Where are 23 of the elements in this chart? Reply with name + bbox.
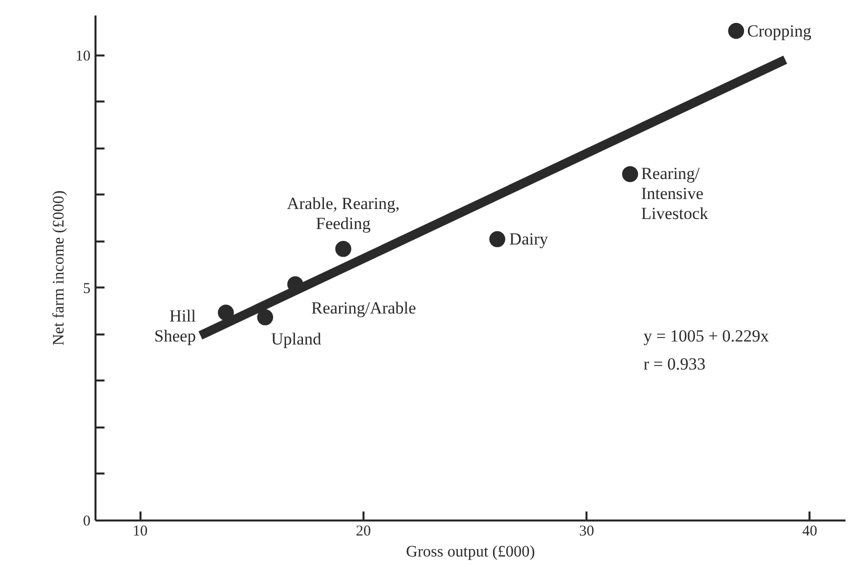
annotation: Rearing/Arable: [311, 298, 416, 318]
annotation: Cropping: [747, 21, 812, 40]
y-tick-label: 0: [83, 514, 90, 530]
annotation: y = 1005 + 0.229x: [644, 326, 770, 346]
x-tick-label: 30: [579, 524, 594, 540]
point: [728, 22, 744, 39]
annotation: Dairy: [509, 230, 548, 249]
y-axis-title: Net farm income (£000): [50, 190, 68, 346]
annotation: Hill Sheep: [154, 306, 196, 346]
point: [335, 240, 352, 257]
annotation: r = 0.933: [644, 354, 706, 374]
x-tick-label: 10: [132, 524, 148, 540]
point: [489, 231, 506, 248]
point: [622, 166, 638, 182]
x-axis-title: Gross output (£000): [406, 544, 535, 560]
y-tick-label: 10: [76, 48, 90, 64]
y-tick-label: 5: [83, 280, 90, 297]
x-tick-label: 20: [356, 524, 371, 540]
x-tick-label: 40: [802, 524, 818, 540]
annotation: Rearing/ Intensive Livestock: [641, 164, 709, 223]
point: [257, 309, 274, 326]
annotation: Upland: [271, 329, 322, 348]
annotation: Arable, Rearing, Feeding: [286, 194, 400, 233]
